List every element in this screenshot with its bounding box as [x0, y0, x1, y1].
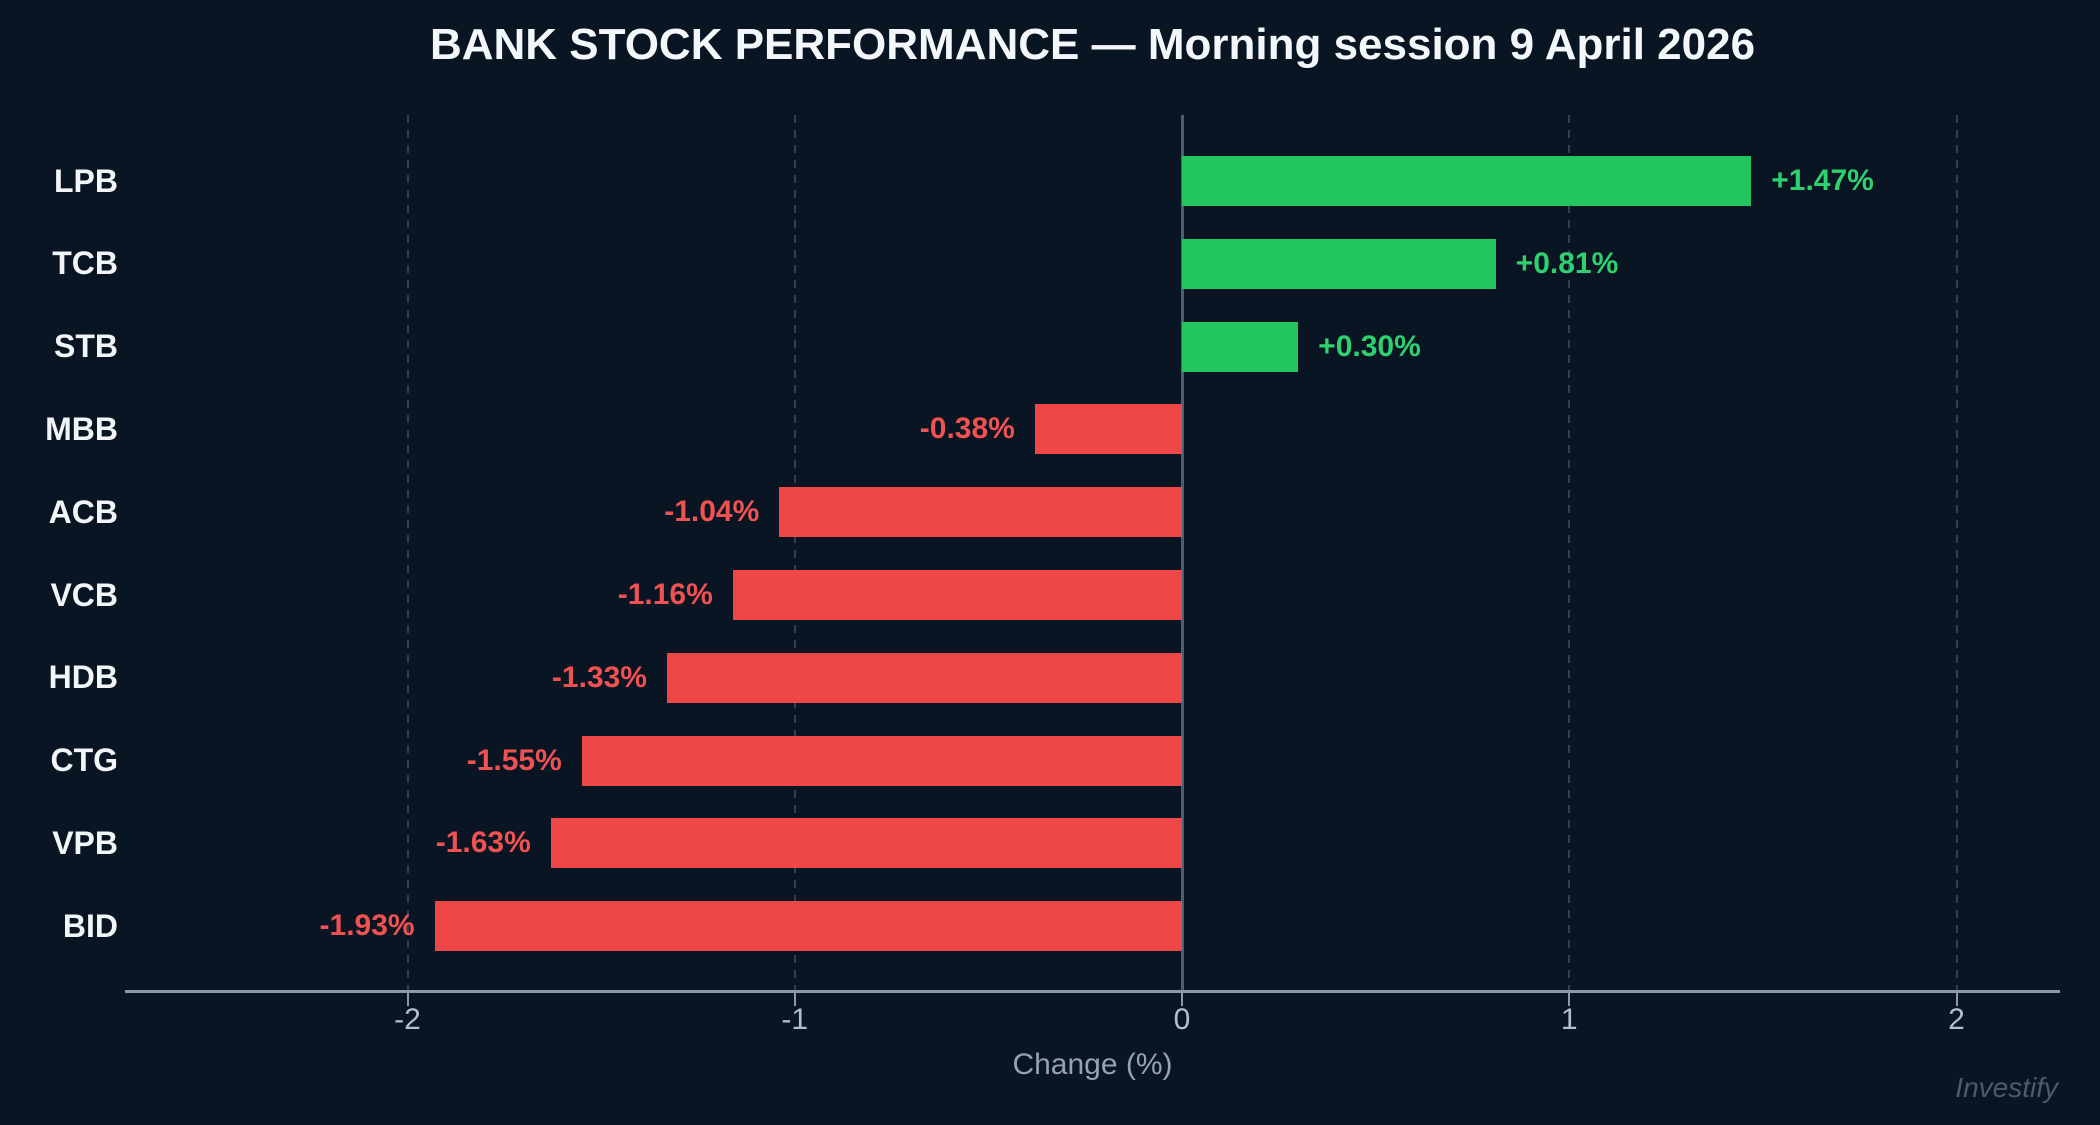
- x-axis-label: Change (%): [1012, 1048, 1173, 1081]
- category-label-bid: BID: [62, 907, 118, 944]
- bar-tcb: [1182, 238, 1496, 289]
- bar-mbb: [1034, 404, 1182, 455]
- value-label-tcb: +0.81%: [1515, 246, 1619, 280]
- value-label-acb: -1.04%: [664, 495, 760, 529]
- value-label-stb: +0.30%: [1318, 329, 1421, 363]
- value-label-ctg: -1.55%: [466, 743, 562, 777]
- x-tick-label--1: -1: [781, 1003, 809, 1036]
- bar-acb: [779, 487, 1182, 538]
- bar-hdb: [666, 652, 1182, 703]
- x-tick-mark-1: [1568, 993, 1571, 1006]
- category-label-tcb: TCB: [52, 245, 118, 282]
- x-tick-label-1: 1: [1560, 1003, 1578, 1036]
- x-tick-label-2: 2: [1948, 1003, 1965, 1036]
- x-tick-mark--2: [406, 993, 409, 1006]
- category-label-mbb: MBB: [45, 410, 118, 447]
- gridline-x-2: [1955, 115, 1958, 990]
- chart-title: BANK STOCK PERFORMANCE — Morning session…: [429, 20, 1756, 69]
- category-label-hdb: HDB: [48, 659, 118, 696]
- bar-bid: [434, 901, 1182, 952]
- x-tick-label-0: 0: [1173, 1003, 1191, 1036]
- category-label-acb: ACB: [48, 493, 118, 530]
- category-label-stb: STB: [54, 328, 118, 365]
- bar-vcb: [732, 570, 1182, 620]
- gridline-x--2: [406, 115, 409, 990]
- category-label-ctg: CTG: [50, 742, 118, 779]
- category-label-vcb: VCB: [50, 576, 118, 613]
- x-tick-mark-2: [1955, 993, 1958, 1006]
- value-label-vcb: -1.16%: [617, 578, 713, 611]
- category-label-lpb: LPB: [54, 162, 118, 199]
- plot-area: +1.47% +0.81% +0.30% -0.38% -1.04% -1.16% -1.3…: [125, 115, 2060, 1006]
- value-label-mbb: -0.38%: [919, 412, 1015, 446]
- bar-lpb: [1182, 156, 1752, 206]
- value-label-bid: -1.93%: [319, 909, 415, 943]
- bar-stb: [1182, 321, 1299, 372]
- x-tick-mark-0: [1181, 993, 1183, 1006]
- zero-baseline: [1180, 115, 1184, 990]
- bar-ctg: [581, 735, 1182, 786]
- value-label-hdb: -1.33%: [551, 660, 647, 694]
- x-tick-mark--1: [793, 993, 796, 1006]
- watermark-investify: Investify: [1955, 1072, 2058, 1103]
- gridline-x-1: [1568, 115, 1571, 990]
- x-tick-label--2: -2: [394, 1003, 421, 1036]
- category-label-vpb: VPB: [52, 824, 118, 861]
- bar-vpb: [550, 818, 1182, 869]
- gridline-x--1: [793, 115, 796, 990]
- value-label-lpb: +1.47%: [1771, 164, 1874, 197]
- value-label-vpb: -1.63%: [435, 826, 531, 860]
